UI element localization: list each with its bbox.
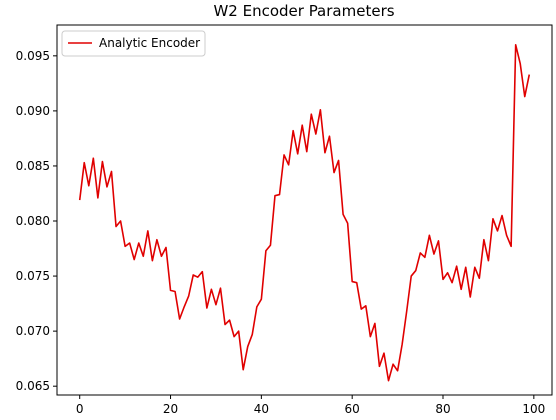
y-tick-label: 0.070	[16, 324, 50, 338]
series-line-analytic-encoder	[78, 44, 531, 382]
y-tick-label: 0.065	[16, 379, 50, 393]
y-tick-label: 0.080	[16, 214, 50, 228]
x-tick-label: 60	[345, 402, 360, 416]
chart-title: W2 Encoder Parameters	[213, 2, 394, 20]
y-tick-label: 0.085	[16, 159, 50, 173]
legend: Analytic Encoder	[61, 30, 206, 57]
legend-label: Analytic Encoder	[99, 36, 200, 50]
x-tick-label: 20	[163, 402, 178, 416]
x-tick-label: 0	[76, 402, 84, 416]
y-axis: 0.065 0.070 0.075 0.080 0.085 0.090 0.095	[16, 49, 57, 393]
x-tick-label: 80	[435, 402, 450, 416]
x-axis: 0 20 40 60 80 100	[76, 395, 545, 416]
y-tick-label: 0.095	[16, 49, 50, 63]
x-tick-label: 100	[522, 402, 545, 416]
legend-box	[61, 30, 206, 57]
y-tick-label: 0.075	[16, 269, 50, 283]
x-tick-label: 40	[254, 402, 269, 416]
plot-area	[56, 24, 553, 396]
y-tick-label: 0.090	[16, 104, 50, 118]
